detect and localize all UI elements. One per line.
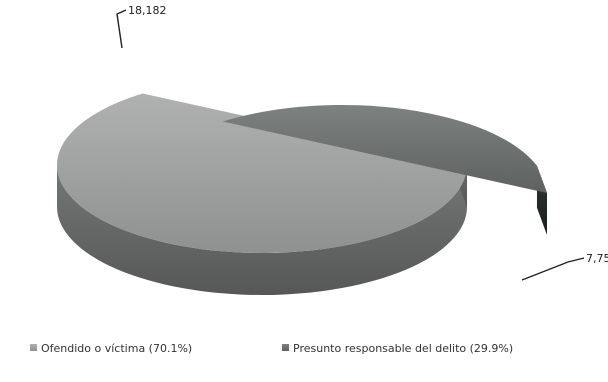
slice-top <box>222 104 547 193</box>
legend-label: Presunto responsable del delito (29.9%) <box>293 342 513 355</box>
legend-swatch <box>282 344 289 351</box>
legend-label: Ofendido o víctima (70.1%) <box>41 342 192 355</box>
data-label: 7,753 <box>586 252 608 265</box>
data-label: 18,182 <box>128 4 167 17</box>
value-leader-line <box>521 257 585 281</box>
legend: Ofendido o víctima (70.1%) Presunto respo… <box>30 342 513 355</box>
legend-swatch <box>30 344 37 351</box>
slice-side <box>57 165 467 295</box>
slice-top <box>56 93 467 254</box>
value-leader-line <box>116 9 127 49</box>
pie-slice-2 <box>222 104 547 235</box>
